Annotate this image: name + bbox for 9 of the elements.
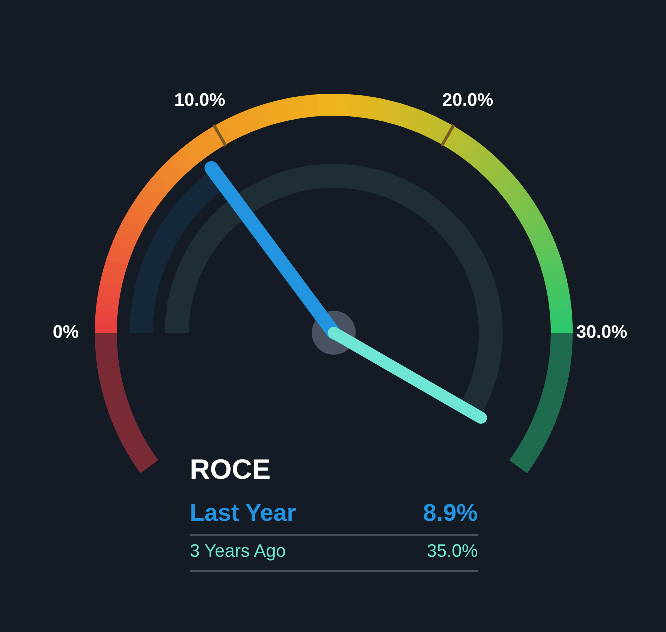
text: 10.0%	[174, 90, 226, 110]
category-label: Last Year	[190, 500, 296, 528]
text: ROCE	[190, 454, 271, 486]
text: 0%	[52, 322, 80, 342]
category-label: 3 Years Ago	[190, 541, 286, 562]
data-label: 8.9%	[423, 500, 478, 528]
text: 20.0%	[442, 90, 494, 110]
text: 30.0%	[576, 322, 628, 342]
data-label: 35.0%	[426, 541, 478, 562]
